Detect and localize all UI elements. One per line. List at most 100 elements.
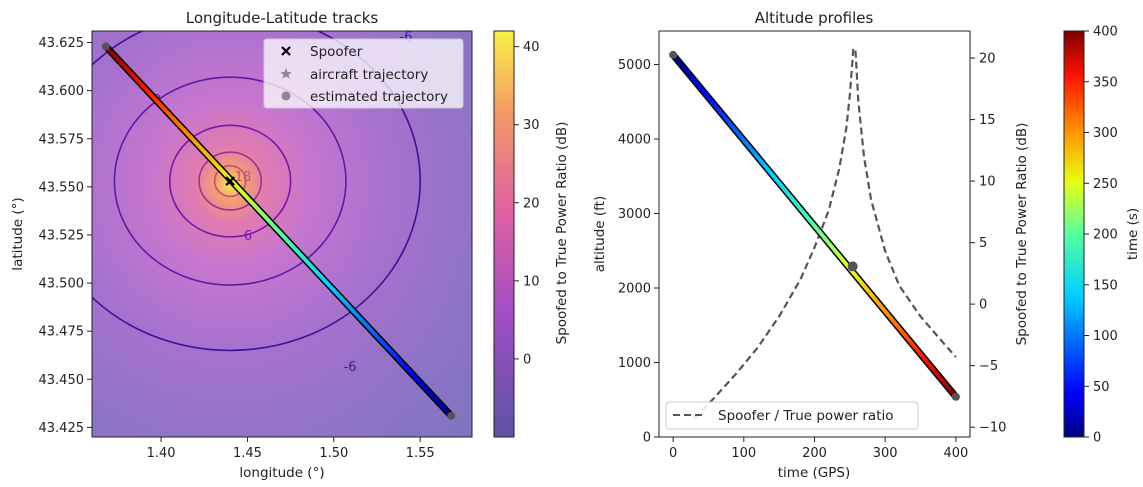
colorbar-ticks: 0 10 20 30 40 xyxy=(514,40,540,367)
x-tick-label: 400 xyxy=(943,446,968,461)
altitude-track xyxy=(669,50,960,401)
y-axis-label: altitude (ft) xyxy=(592,196,608,272)
y-tick-label: 43.500 xyxy=(39,277,85,292)
y-tick-label: 43.625 xyxy=(39,36,85,51)
y2-tick-label: 15 xyxy=(979,113,996,128)
y-tick-label: 0 xyxy=(643,431,651,446)
colorbar-tick-label: 300 xyxy=(1093,126,1118,141)
right-panel: Altitude profiles 0 100 200 300 400 01000200… xyxy=(592,9,1141,481)
contour-label: 6 xyxy=(244,229,252,244)
colorbar-tick-label: 200 xyxy=(1093,228,1118,243)
x-tick-label: 1.40 xyxy=(147,446,176,461)
y2-tick-label: 10 xyxy=(979,175,996,190)
colorbar-tick-label: 10 xyxy=(523,274,540,289)
colorbar xyxy=(493,30,515,438)
legend-entry: Spoofer xyxy=(310,44,363,60)
y-tick-label: 43.525 xyxy=(39,228,85,243)
estimated-marker xyxy=(847,261,858,272)
y-tick-label: 1000 xyxy=(618,356,651,371)
x-tick-label: 1.45 xyxy=(233,446,262,461)
trajectory xyxy=(101,42,456,420)
altitude-end xyxy=(951,392,960,401)
colorbar-label: time (s) xyxy=(1125,208,1141,260)
x-tick-label: 200 xyxy=(802,446,827,461)
power-ratio-line xyxy=(693,45,957,420)
power-ratio-series xyxy=(693,45,957,420)
colorbar-tick-label: 0 xyxy=(523,352,531,367)
colorbar xyxy=(1063,30,1085,438)
y-axis-ticks: 43.425 43.450 43.475 43.500 43.525 43.550 43.5… xyxy=(39,36,92,436)
x-axis-label: longitude (°) xyxy=(239,465,324,481)
y-axis-label: latitude (°) xyxy=(10,197,26,270)
spoofer-marker xyxy=(225,176,235,186)
chart-title: Altitude profiles xyxy=(755,9,874,27)
altitude-start xyxy=(669,50,678,59)
contour-line xyxy=(213,164,247,198)
x-tick-label: 1.55 xyxy=(406,446,435,461)
y-tick-label: 43.450 xyxy=(39,373,85,388)
colorbar-tick-label: 20 xyxy=(523,196,540,211)
y2-tick-label: −10 xyxy=(979,421,1006,436)
legend-box xyxy=(665,401,919,430)
legend-box xyxy=(263,38,464,109)
x-tick-label: 100 xyxy=(731,446,756,461)
left-panel: Longitude-Latitude tracks -6 6 18 0 -6 1… xyxy=(10,9,570,481)
legend-entry: Spoofer / True power ratio xyxy=(718,408,894,424)
contour-line xyxy=(92,31,421,352)
legend: Spoofer / True power ratio xyxy=(665,401,919,430)
y-tick-label: 4000 xyxy=(618,133,651,148)
contour-line xyxy=(198,151,263,211)
contour-label: 18 xyxy=(235,170,252,185)
y2-axis-ticks: −10 −5 0 5 10 15 20 xyxy=(970,52,1006,436)
star-icon xyxy=(280,68,292,79)
y-tick-label: 2000 xyxy=(618,282,651,297)
y2-tick-label: 5 xyxy=(979,236,987,251)
colorbar-tick-label: 250 xyxy=(1093,177,1118,192)
x-axis-ticks: 1.40 1.45 1.50 1.55 xyxy=(147,437,435,461)
y-tick-label: 43.425 xyxy=(39,421,85,436)
x-axis-ticks: 0 100 200 300 400 xyxy=(669,437,968,461)
legend: Spoofer aircraft trajectory estimated tr… xyxy=(263,38,464,109)
chart-title: Longitude-Latitude tracks xyxy=(186,9,379,27)
y2-tick-label: −5 xyxy=(979,359,998,374)
contour-line xyxy=(113,76,347,286)
circle-icon xyxy=(281,91,291,101)
y-axis-ticks: 0 1000 2000 3000 4000 5000 xyxy=(618,58,659,446)
legend-entry: aircraft trajectory xyxy=(310,67,428,83)
colorbar-tick-label: 40 xyxy=(523,40,540,55)
colorbar-tick-label: 400 xyxy=(1093,25,1118,40)
colorbar-label: Spoofed to True Power Ratio (dB) xyxy=(554,122,570,345)
y-tick-label: 43.575 xyxy=(39,132,85,147)
trajectory-end xyxy=(447,411,456,420)
estimated-altitude xyxy=(671,53,958,399)
colorbar-ticks: 0 50 100 150 200 250 300 350 400 xyxy=(1084,25,1118,446)
y-tick-label: 43.600 xyxy=(39,84,85,99)
legend-entry: estimated trajectory xyxy=(310,89,448,105)
spoofer-cross xyxy=(225,176,235,186)
cross-icon xyxy=(281,46,291,56)
y2-tick-label: 0 xyxy=(979,298,987,313)
x-tick-label: 300 xyxy=(873,446,898,461)
y2-tick-label: 20 xyxy=(979,52,996,67)
x-tick-label: 0 xyxy=(669,446,677,461)
contour-label: -6 xyxy=(344,360,357,375)
colorbar-tick-label: 350 xyxy=(1093,75,1118,90)
trajectory-start xyxy=(101,42,110,51)
y-tick-label: 3000 xyxy=(618,207,651,222)
colorbar-tick-label: 150 xyxy=(1093,278,1118,293)
y-tick-label: 5000 xyxy=(618,58,651,73)
colorbar-tick-label: 50 xyxy=(1093,380,1110,395)
x-tick-label: 1.50 xyxy=(319,446,348,461)
y-tick-label: 43.475 xyxy=(39,325,85,340)
x-axis-label: time (GPS) xyxy=(778,465,851,481)
estimated-trajectory xyxy=(104,45,453,418)
colorbar-tick-label: 100 xyxy=(1093,329,1118,344)
contour-lines xyxy=(92,31,421,352)
y-tick-label: 43.550 xyxy=(39,180,85,195)
colorbar-tick-label: 30 xyxy=(523,118,540,133)
y2-axis-label: Spoofed to True Power Ratio (dB) xyxy=(1014,123,1030,346)
colorbar-tick-label: 0 xyxy=(1093,431,1101,446)
contour-line xyxy=(168,124,292,238)
plot-frame xyxy=(91,30,473,438)
